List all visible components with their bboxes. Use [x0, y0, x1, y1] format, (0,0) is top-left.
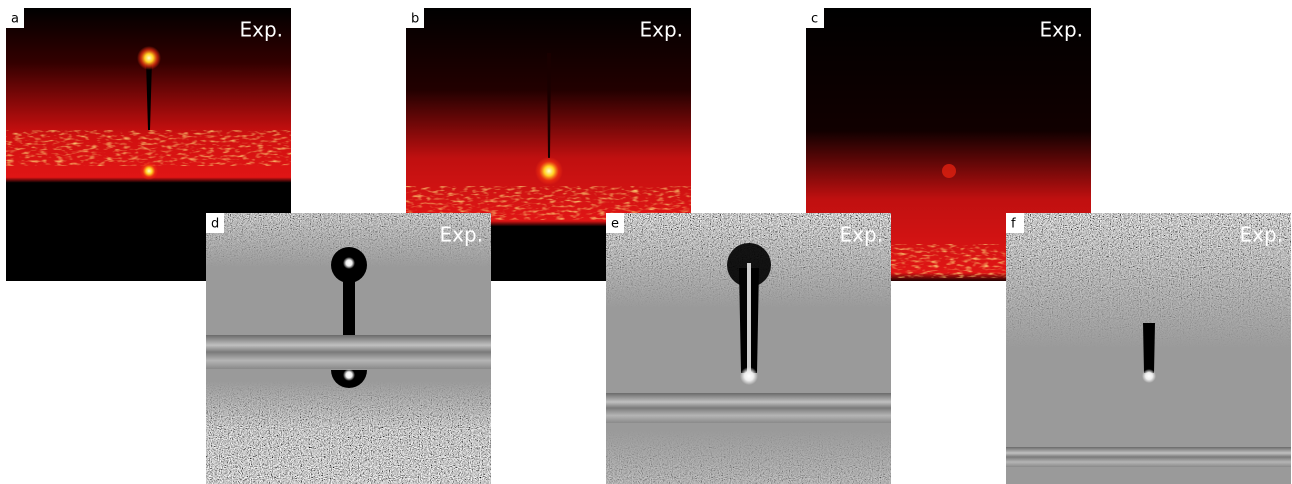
line — [747, 263, 751, 373]
spot — [140, 162, 158, 180]
panel-label: e — [611, 217, 619, 232]
dot — [1142, 369, 1156, 383]
texture — [6, 130, 291, 166]
panel-label: f — [1011, 217, 1016, 232]
panel-label: c — [811, 12, 818, 27]
panel-d: d Exp. — [206, 213, 491, 484]
panel-label: a — [11, 12, 19, 27]
dot — [343, 257, 355, 269]
band — [206, 335, 491, 369]
panel-tag: Exp. — [1239, 223, 1283, 247]
panel-e: e Exp. — [606, 213, 891, 484]
panel-tag: Exp. — [1039, 18, 1083, 42]
spot — [535, 157, 563, 185]
panel-tag: Exp. — [439, 223, 483, 247]
neck — [1143, 323, 1155, 373]
dot — [740, 367, 758, 385]
spot — [942, 164, 956, 178]
panel-tag: Exp. — [639, 18, 683, 42]
band — [1006, 447, 1291, 467]
spot — [137, 46, 161, 70]
figure: {"panels": [ {"label": "a", "tag": "Exp.… — [0, 0, 1292, 484]
panel-f: f Exp. — [1006, 213, 1291, 484]
neck — [343, 265, 355, 335]
panel-tag: Exp. — [839, 223, 883, 247]
panel-tag: Exp. — [239, 18, 283, 42]
dot — [343, 369, 355, 381]
panel-label: d — [211, 217, 219, 232]
panel-label: b — [411, 12, 419, 27]
band — [606, 393, 891, 423]
